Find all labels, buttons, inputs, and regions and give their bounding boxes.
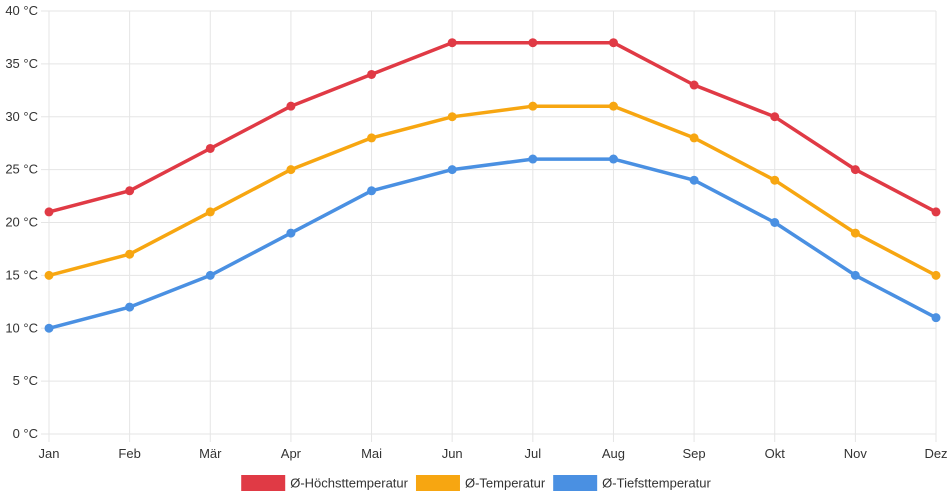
- series-layer: [44, 38, 941, 333]
- data-point[interactable]: [286, 101, 296, 111]
- series-line: [47, 104, 938, 278]
- data-point[interactable]: [447, 165, 457, 175]
- data-point[interactable]: [770, 218, 780, 227]
- x-tick-label: Dez: [924, 446, 947, 461]
- data-point[interactable]: [689, 133, 699, 143]
- legend-label: Ø-Temperatur: [465, 476, 546, 491]
- x-tick-label: Nov: [844, 446, 868, 461]
- x-tick-label: Mai: [361, 446, 382, 461]
- legend-label: Ø-Höchsttemperatur: [290, 476, 408, 491]
- x-tick-label: Aug: [602, 446, 625, 461]
- data-point[interactable]: [44, 270, 54, 280]
- x-tick-label: Jan: [39, 446, 60, 461]
- axes: 0 °C 5 °C 10 °C 15 °C 20 °C 25 °C 30 °C 35 °C 40…: [5, 3, 947, 461]
- y-tick-label: 5 °C: [13, 373, 38, 388]
- legend-swatch: [415, 475, 460, 491]
- data-point[interactable]: [286, 165, 296, 175]
- x-tick-label: Apr: [281, 446, 302, 461]
- data-point[interactable]: [608, 101, 618, 111]
- y-tick-label: 40 °C: [5, 3, 38, 18]
- y-tick-label: 20 °C: [5, 215, 38, 230]
- data-point[interactable]: [447, 38, 457, 48]
- data-point[interactable]: [528, 38, 538, 48]
- data-point[interactable]: [125, 186, 135, 196]
- data-point[interactable]: [205, 143, 215, 153]
- data-point[interactable]: [205, 270, 215, 280]
- data-point[interactable]: [44, 323, 54, 333]
- data-point[interactable]: [770, 112, 780, 122]
- series-3: [44, 154, 941, 333]
- x-tick-label: Jun: [442, 446, 463, 461]
- x-tick-label: Okt: [765, 446, 786, 461]
- y-tick-label: 0 °C: [13, 426, 38, 441]
- legend: Ø-Höchsttemperatur Ø-Temperatur Ø-Tiefstte…: [241, 475, 711, 491]
- y-tick-label: 15 °C: [5, 267, 38, 282]
- grid: [41, 10, 937, 442]
- series-2: [44, 101, 941, 280]
- y-tick-label: 10 °C: [5, 320, 38, 335]
- x-tick-label: Sep: [683, 446, 706, 461]
- data-point[interactable]: [850, 228, 860, 238]
- data-point[interactable]: [447, 112, 457, 122]
- data-point[interactable]: [125, 249, 135, 259]
- series-line: [47, 157, 938, 331]
- y-tick-label: 35 °C: [5, 56, 38, 71]
- legend-item-2[interactable]: Ø-Temperatur: [415, 475, 546, 491]
- data-point[interactable]: [850, 270, 860, 280]
- series-1: [44, 38, 941, 217]
- data-point[interactable]: [125, 302, 135, 312]
- legend-swatch: [241, 475, 286, 491]
- legend-label: Ø-Tiefsttemperatur: [602, 476, 711, 491]
- data-point[interactable]: [689, 80, 699, 90]
- x-tick-label: Mär: [199, 446, 222, 461]
- data-point[interactable]: [286, 228, 296, 238]
- legend-item-3[interactable]: Ø-Tiefsttemperatur: [553, 475, 711, 491]
- legend-item-1[interactable]: Ø-Höchsttemperatur: [241, 475, 409, 491]
- data-point[interactable]: [205, 207, 215, 217]
- data-point[interactable]: [44, 207, 54, 217]
- y-tick-label: 30 °C: [5, 109, 38, 124]
- data-point[interactable]: [367, 69, 377, 79]
- data-point[interactable]: [367, 133, 377, 143]
- series-line: [47, 40, 938, 214]
- data-point[interactable]: [367, 186, 377, 196]
- data-point[interactable]: [931, 207, 941, 217]
- data-point[interactable]: [608, 38, 618, 48]
- legend-swatch: [553, 475, 598, 491]
- data-point[interactable]: [850, 165, 860, 175]
- data-point[interactable]: [528, 101, 538, 111]
- x-tick-label: Jul: [525, 446, 542, 461]
- data-point[interactable]: [931, 270, 941, 280]
- data-point[interactable]: [931, 313, 941, 323]
- data-point[interactable]: [770, 175, 780, 185]
- data-point[interactable]: [689, 175, 699, 185]
- data-point[interactable]: [608, 154, 618, 164]
- x-tick-label: Feb: [118, 446, 140, 461]
- data-point[interactable]: [528, 154, 538, 164]
- y-tick-label: 25 °C: [5, 162, 38, 177]
